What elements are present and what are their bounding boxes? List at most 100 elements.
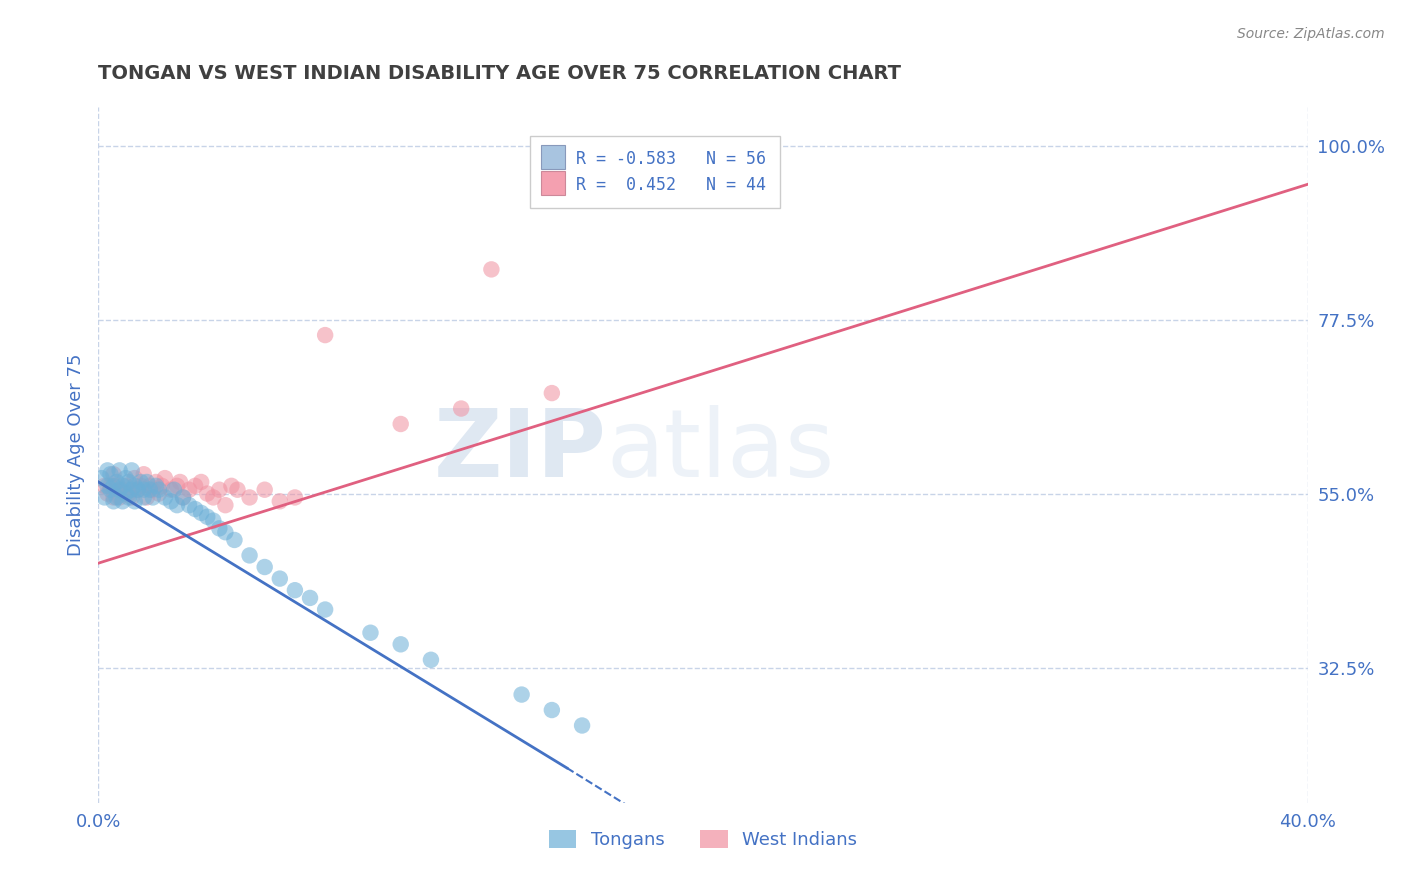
Point — [90, 471, 112, 485]
Point — [142, 491, 165, 505]
Point — [239, 549, 262, 563]
Point — [103, 479, 125, 493]
Point — [100, 483, 122, 497]
Point — [224, 533, 246, 547]
Point — [114, 479, 136, 493]
Point — [214, 525, 236, 540]
Point — [153, 471, 176, 485]
Point — [208, 483, 231, 497]
Text: Source: ZipAtlas.com: Source: ZipAtlas.com — [1237, 27, 1385, 41]
Point — [100, 479, 122, 493]
Point — [142, 483, 165, 497]
Point — [284, 491, 307, 505]
Point — [139, 479, 162, 493]
Point — [148, 483, 170, 497]
Point — [284, 583, 307, 598]
Point — [169, 475, 191, 489]
Point — [150, 479, 173, 493]
Point — [540, 386, 562, 401]
Point — [184, 502, 207, 516]
Point — [202, 491, 225, 505]
Point — [269, 572, 291, 586]
Point — [96, 463, 118, 477]
Point — [389, 417, 412, 431]
Point — [184, 479, 207, 493]
Text: atlas: atlas — [606, 406, 835, 498]
Point — [145, 479, 167, 493]
Point — [314, 328, 336, 343]
Point — [103, 494, 125, 508]
Point — [105, 475, 128, 489]
Point — [195, 509, 218, 524]
Point — [96, 479, 118, 493]
Point — [190, 506, 212, 520]
Point — [179, 498, 201, 512]
Point — [103, 491, 125, 505]
Point — [127, 483, 149, 497]
Point — [124, 494, 146, 508]
Point — [172, 491, 194, 505]
Point — [269, 494, 291, 508]
Point — [132, 467, 155, 482]
Point — [111, 479, 134, 493]
Point — [129, 475, 152, 489]
Point — [105, 479, 128, 493]
Point — [239, 491, 262, 505]
Point — [108, 483, 131, 497]
Point — [139, 483, 162, 497]
Y-axis label: Disability Age Over 75: Disability Age Over 75 — [66, 353, 84, 557]
Point — [111, 494, 134, 508]
Point — [450, 401, 472, 416]
Point — [111, 483, 134, 497]
Point — [118, 491, 141, 505]
Point — [114, 486, 136, 500]
Point — [540, 703, 562, 717]
Point — [253, 483, 276, 497]
Point — [208, 521, 231, 535]
Point — [571, 718, 593, 732]
Point — [100, 467, 122, 482]
Point — [299, 591, 322, 605]
Point — [153, 491, 176, 505]
Point — [93, 479, 115, 493]
Point — [132, 491, 155, 505]
Point — [190, 475, 212, 489]
Point — [121, 463, 143, 477]
Point — [420, 653, 443, 667]
Text: ZIP: ZIP — [433, 406, 606, 498]
Point — [114, 471, 136, 485]
Point — [160, 494, 183, 508]
Point — [135, 475, 157, 489]
Point — [124, 479, 146, 493]
Point — [108, 463, 131, 477]
Point — [253, 560, 276, 574]
Point — [118, 486, 141, 500]
Point — [121, 491, 143, 505]
Legend: Tongans, West Indians: Tongans, West Indians — [541, 822, 865, 856]
Point — [96, 486, 118, 500]
Point — [132, 483, 155, 497]
Point — [214, 498, 236, 512]
Point — [124, 471, 146, 485]
Point — [481, 262, 503, 277]
Point — [166, 498, 188, 512]
Point — [121, 483, 143, 497]
Point — [163, 483, 186, 497]
Point — [105, 491, 128, 505]
Point — [389, 637, 412, 651]
Point — [314, 602, 336, 616]
Point — [129, 479, 152, 493]
Point — [360, 625, 382, 640]
Point — [172, 491, 194, 505]
Point — [135, 491, 157, 505]
Point — [179, 483, 201, 497]
Point — [160, 483, 183, 497]
Text: TONGAN VS WEST INDIAN DISABILITY AGE OVER 75 CORRELATION CHART: TONGAN VS WEST INDIAN DISABILITY AGE OVE… — [98, 64, 901, 83]
Point — [195, 486, 218, 500]
Point — [510, 688, 533, 702]
Point — [127, 483, 149, 497]
Point — [221, 479, 243, 493]
Point — [166, 479, 188, 493]
Point — [93, 491, 115, 505]
Point — [108, 491, 131, 505]
